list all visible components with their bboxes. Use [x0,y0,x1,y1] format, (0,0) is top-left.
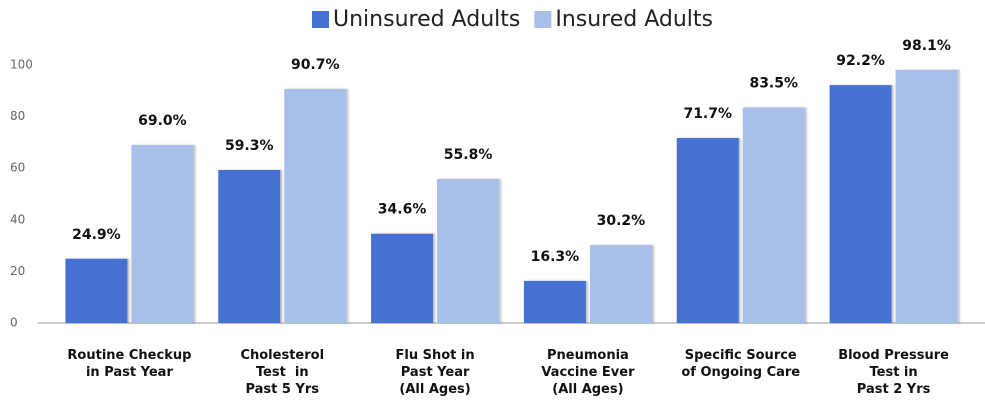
legend-label: Uninsured Adults [333,7,520,32]
x-tick-label: Flu Shot in Past Year (All Ages) [396,348,475,397]
data-label: 30.2% [597,213,646,229]
bar [218,170,281,323]
y-tick-label: 80 [10,109,25,123]
x-tick-label-line: Vaccine Ever [541,365,635,380]
bar [742,107,805,323]
bar [65,258,128,323]
x-tick-label-line: Pneumonia [547,348,629,363]
bar [371,233,434,323]
x-tick-label-line: Blood Pressure [838,348,949,363]
bar [895,69,958,323]
bar [523,280,586,323]
x-tick-label: Routine Checkup in Past Year [67,348,191,380]
x-tick-label-line: Flu Shot in [396,348,475,363]
data-label: 92.2% [836,53,885,69]
x-tick-label-line: Past 5 Yrs [245,382,319,397]
y-tick-label: 40 [10,212,25,226]
x-tick-label-line: Test in [256,365,309,380]
data-label: 90.7% [291,57,340,73]
x-tick-label: Pneumonia Vaccine Ever (All Ages) [541,348,635,397]
data-label: 83.5% [749,76,798,92]
x-tick-label-line: (All Ages) [552,382,623,397]
x-tick-label-line: Past Year [401,365,470,380]
x-tick-label: Specific Source of Ongoing Care [681,348,800,380]
x-tick-label-line: Past 2 Yrs [857,382,931,397]
x-tick-label-line: in Past Year [86,365,173,380]
data-label: 59.3% [225,138,274,154]
bar [284,88,347,323]
data-label: 34.6% [378,202,427,218]
x-tick-label-line: Cholesterol [240,348,324,363]
data-label: 55.8% [444,147,493,163]
bar [589,245,652,323]
data-label: 16.3% [531,249,580,265]
x-tick-label: Blood Pressure Test in Past 2 Yrs [838,348,949,397]
bar [829,85,892,324]
x-tick-label-line: (All Ages) [399,382,470,397]
legend-label: Insured Adults [555,7,713,32]
data-label: 24.9% [72,227,121,243]
y-tick-label: 0 [10,316,18,330]
legend-swatch [534,11,552,28]
y-tick-label: 20 [10,264,25,278]
legend-swatch [312,11,329,28]
y-tick-label: 100 [10,58,33,72]
bar [131,144,194,323]
x-tick-label-line: of Ongoing Care [681,365,800,380]
x-tick-label-line: Test in [870,365,918,380]
x-tick-label-line: Specific Source [685,348,797,363]
data-label: 98.1% [902,38,951,54]
x-tick-label: Cholesterol Test in Past 5 Yrs [240,348,324,397]
data-label: 71.7% [683,106,732,122]
x-tick-label-line: Routine Checkup [67,348,191,363]
bar [676,138,739,323]
data-label: 69.0% [138,113,187,129]
bar [437,179,500,323]
y-tick-label: 60 [10,161,25,175]
